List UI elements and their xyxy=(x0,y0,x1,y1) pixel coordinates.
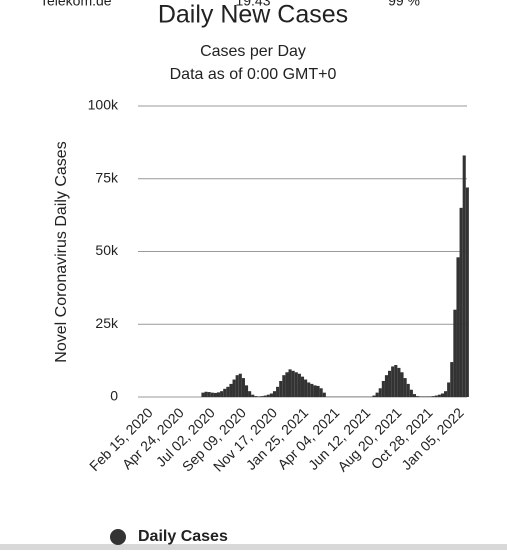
bar xyxy=(320,388,323,397)
bar xyxy=(223,389,226,397)
legend-label: Daily Cases xyxy=(138,528,228,545)
bar xyxy=(304,380,307,397)
bar xyxy=(220,391,223,397)
bar xyxy=(422,396,425,397)
bar xyxy=(450,362,453,397)
bar xyxy=(313,385,316,397)
bar xyxy=(438,395,441,397)
bar xyxy=(254,396,257,397)
bar xyxy=(295,372,298,397)
bar xyxy=(211,393,214,397)
bar xyxy=(273,391,276,397)
bar xyxy=(229,384,232,397)
bar xyxy=(289,369,292,397)
bar xyxy=(316,386,319,397)
bar xyxy=(447,382,450,397)
bar xyxy=(466,187,469,397)
bar xyxy=(400,372,403,397)
bar xyxy=(239,374,242,397)
bar xyxy=(264,396,267,397)
bar xyxy=(432,396,435,397)
bar xyxy=(242,378,245,397)
bar xyxy=(236,375,239,397)
bar xyxy=(441,394,444,397)
bar xyxy=(282,375,285,397)
bar xyxy=(372,396,375,397)
bar xyxy=(460,208,463,397)
bar xyxy=(301,377,304,397)
bar xyxy=(379,388,382,397)
bar xyxy=(382,381,385,397)
bar xyxy=(397,368,400,397)
bar xyxy=(307,382,310,397)
bar xyxy=(292,371,295,397)
bar xyxy=(270,394,273,397)
y-tick-label: 100k xyxy=(88,97,119,113)
bar xyxy=(248,391,251,397)
bar xyxy=(208,392,211,397)
bar xyxy=(251,395,254,397)
y-tick-label: 50k xyxy=(95,242,119,258)
bar xyxy=(233,380,236,397)
bar xyxy=(394,365,397,397)
bar xyxy=(323,393,326,397)
bar xyxy=(435,396,438,397)
y-tick-label: 25k xyxy=(95,315,119,331)
carrier: Telekom.de xyxy=(40,0,112,9)
bar xyxy=(391,366,394,397)
bar xyxy=(267,395,270,397)
bar xyxy=(410,390,413,397)
bar xyxy=(463,155,466,397)
bar xyxy=(214,393,217,397)
battery: 99 % xyxy=(388,0,420,9)
bar xyxy=(261,396,264,397)
bar xyxy=(385,375,388,397)
bar xyxy=(404,378,407,397)
bar xyxy=(245,385,248,397)
bottom-bar xyxy=(0,544,507,550)
bar xyxy=(298,374,301,397)
bar xyxy=(388,371,391,397)
bar xyxy=(407,384,410,397)
chart-subtitle: Cases per Day xyxy=(200,43,306,60)
bar xyxy=(205,392,208,397)
y-axis-title: Novel Coronavirus Daily Cases xyxy=(53,141,70,362)
bar xyxy=(376,393,379,397)
bar xyxy=(217,392,220,397)
bar xyxy=(413,394,416,397)
bar xyxy=(456,257,459,397)
chart-title: Daily New Cases xyxy=(158,1,348,29)
bar xyxy=(310,384,313,397)
bar xyxy=(444,391,447,397)
chart-note: Data as of 0:00 GMT+0 xyxy=(170,66,337,83)
bar xyxy=(453,310,456,397)
bar xyxy=(226,387,229,397)
bar xyxy=(419,396,422,397)
bar xyxy=(257,396,260,397)
bar xyxy=(279,381,282,397)
bar xyxy=(276,387,279,397)
bar xyxy=(285,372,288,397)
y-tick-label: 0 xyxy=(110,388,118,404)
bar xyxy=(416,396,419,397)
bar xyxy=(428,396,431,397)
legend-marker xyxy=(110,529,126,545)
y-tick-label: 75k xyxy=(95,169,119,185)
bar xyxy=(201,393,204,397)
bar xyxy=(425,396,428,397)
